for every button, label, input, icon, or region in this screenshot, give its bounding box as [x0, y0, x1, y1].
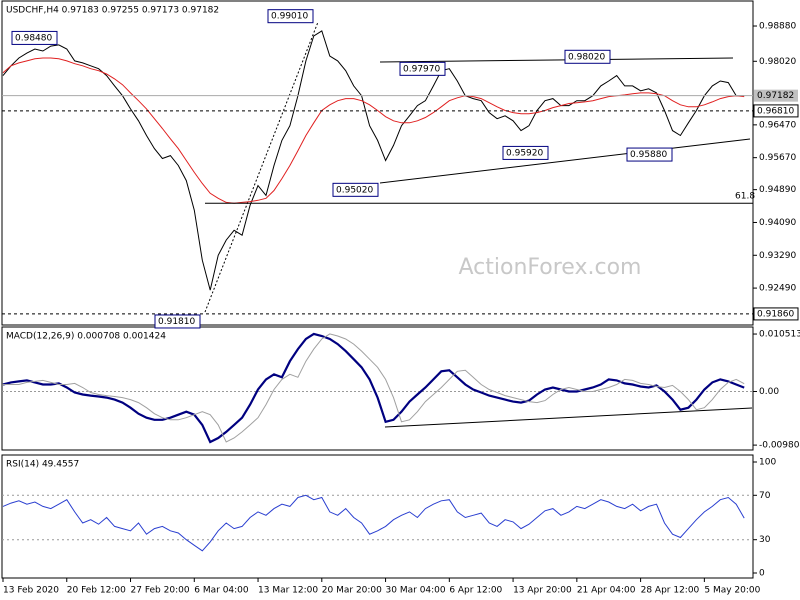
y-tick-label: 0.93290	[759, 251, 796, 261]
x-tick-label: 13 Mar 12:00	[258, 586, 318, 596]
y-tick-label: -0.009804	[759, 441, 800, 451]
level-box	[753, 104, 799, 118]
price-label: 0.99010	[271, 12, 308, 22]
chart-title: USDCHF,H4 0.97183 0.97255 0.97173 0.9718…	[6, 6, 219, 16]
rsi-panel	[1, 454, 754, 579]
price-label: 0.98020	[568, 52, 605, 62]
rsi-title: RSI(14) 49.4557	[6, 460, 79, 470]
support-line	[379, 138, 751, 184]
price-label-box	[564, 49, 611, 64]
x-tick-label: 20 Mar 20:00	[322, 586, 382, 596]
y-tick-label: 0.96470	[759, 120, 796, 130]
y-tick-label: 30	[759, 535, 771, 545]
x-tick-label: 13 Apr 20:00	[513, 586, 572, 596]
price-label-box	[626, 147, 673, 162]
resistance-line	[379, 57, 734, 63]
price-panel	[1, 0, 754, 326]
x-tick-label: 20 Feb 12:00	[67, 586, 126, 596]
x-tick-label: 5 May 20:00	[704, 586, 760, 596]
price-label: 0.97970	[403, 64, 440, 74]
level-label: 0.91860	[757, 309, 794, 319]
price-label-box	[502, 145, 549, 160]
x-tick-label: 28 Apr 12:00	[641, 586, 700, 596]
level-box	[753, 307, 799, 321]
last-price-box	[754, 89, 798, 102]
y-tick-label: 0.95670	[759, 153, 796, 163]
y-tick-label: 0.98020	[759, 57, 796, 67]
y-tick-label: 0.94890	[759, 185, 796, 195]
y-tick-label: 0.00	[759, 387, 779, 397]
last-price-label: 0.97182	[757, 91, 794, 101]
macd-trend-line	[384, 407, 753, 428]
macd-panel	[1, 326, 754, 451]
y-tick-label: 0.92490	[759, 284, 796, 294]
price-label: 0.95880	[630, 150, 667, 160]
series-line	[2, 494, 745, 552]
price-label-box	[154, 314, 201, 329]
x-tick-label: 21 Apr 04:00	[577, 586, 636, 596]
x-tick-label: 6 Mar 04:00	[194, 586, 249, 596]
y-tick-label: 0.010513	[759, 330, 800, 340]
y-tick-label: 0	[759, 569, 765, 579]
price-label: 0.95020	[336, 185, 373, 195]
price-label-box	[332, 182, 379, 197]
watermark: ActionForex.com	[459, 255, 642, 280]
y-tick-label: 70	[759, 491, 771, 501]
price-label-box	[399, 61, 446, 76]
x-tick-label: 30 Mar 04:00	[386, 586, 446, 596]
price-label: 0.95920	[506, 148, 543, 158]
y-tick-label: 0.94090	[759, 218, 796, 228]
price-label: 0.98480	[15, 33, 52, 43]
y-tick-label: 0.98880	[759, 22, 796, 32]
level-label: 0.96810	[757, 106, 794, 116]
x-tick-label: 6 Apr 12:00	[449, 586, 502, 596]
price-label: 0.91810	[158, 317, 195, 327]
price-label-box	[11, 30, 58, 45]
x-tick-label: 13 Feb 2020	[3, 586, 59, 596]
x-tick-label: 27 Feb 20:00	[131, 586, 190, 596]
y-tick-label: 100	[759, 457, 776, 467]
series-line	[3, 333, 745, 443]
price-label-box	[267, 9, 314, 24]
macd-title: MACD(12,26,9) 0.000708 0.001424	[6, 332, 166, 342]
fib-label: 61.8	[735, 192, 755, 202]
series-line	[2, 30, 745, 291]
